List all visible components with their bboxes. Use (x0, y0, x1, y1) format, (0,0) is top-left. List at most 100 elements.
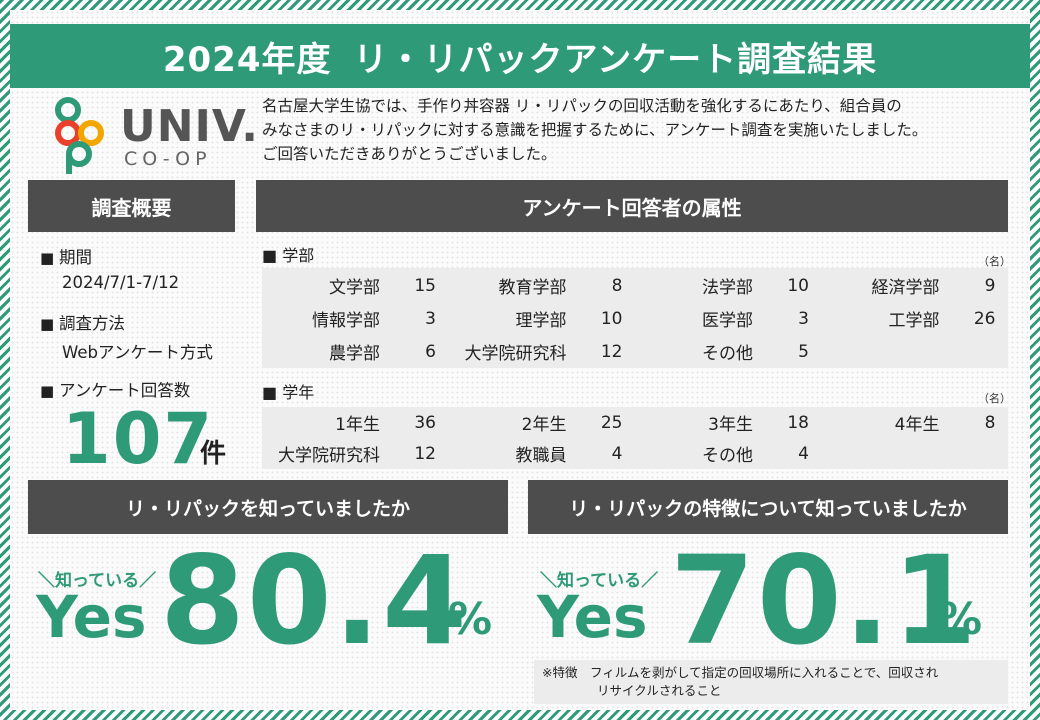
poster-panel: 2024年度 リ・リパックアンケート調査結果 UNIV. CO-OP 名古屋大学… (10, 10, 1030, 710)
category-name: その他 (702, 446, 753, 466)
responses-label: アンケート回答数 (40, 381, 190, 400)
category-name: 法学部 (702, 278, 753, 298)
table-cell: 経済学部 9 (822, 273, 1009, 299)
category-count: 4 (798, 443, 809, 464)
table-row: 農学部 6 大学院研究科 12 その他 5 (262, 334, 1008, 367)
category-name: 3年生 (708, 415, 753, 435)
category-name: 理学部 (515, 311, 567, 331)
grade-unit: （名） (978, 392, 1011, 405)
table-row: 1年生 36 2年生 25 3年生 18 4年生 8 (262, 407, 1008, 438)
faculty-unit: （名） (978, 255, 1011, 268)
category-name: 1年生 (335, 415, 380, 435)
category-count: 4 (611, 443, 623, 464)
category-count: 3 (798, 308, 809, 329)
coop-rings-icon (55, 97, 104, 174)
logo-word: UNIV. (120, 101, 260, 152)
overview-responses: アンケート回答数 (40, 377, 190, 401)
category-name: 文学部 (329, 278, 380, 298)
question2-heading: リ・リパックの特徴について知っていましたか (528, 480, 1008, 534)
q1-yes: Yes (36, 583, 147, 651)
table-cell: 工学部 26 (822, 306, 1009, 332)
grade-table: 1年生 36 2年生 25 3年生 18 4年生 8 大学院研究科 12 教職員 4 その他 4 (262, 407, 1008, 469)
logo-sub: CO-OP (124, 148, 212, 170)
q1-tag: ＼知っている／ (38, 571, 157, 591)
overview-period: 期間 2024/7/1-7/12 (40, 244, 179, 292)
category-count: 25 (600, 412, 623, 433)
category-count: 12 (414, 443, 436, 464)
title-main: リ・リパックアンケート調査結果 (353, 39, 878, 80)
table-row: 大学院研究科 12 教職員 4 その他 4 (262, 438, 1008, 469)
table-cell: 理学部 10 (449, 306, 636, 332)
table-cell: 2年生 25 (449, 410, 636, 436)
table-cell: 文学部 15 (262, 273, 449, 299)
period-value: 2024/7/1-7/12 (62, 273, 180, 292)
category-count: 12 (600, 341, 623, 362)
category-name: 4年生 (894, 415, 940, 435)
attributes-heading: アンケート回答者の属性 (256, 180, 1008, 232)
table-cell: 農学部 6 (262, 339, 449, 365)
category-name: 経済学部 (871, 278, 940, 298)
category-count: 3 (425, 308, 436, 329)
category-count: 18 (787, 412, 809, 433)
category-name: 大学院研究科 (464, 344, 567, 364)
intro-line: みなさまのリ・リパックに対する意識を把握するために、アンケート調査を実施いたしま… (262, 121, 928, 139)
category-count: 9 (984, 275, 996, 296)
category-name: その他 (702, 344, 753, 364)
q2-percent: 70.1 (670, 530, 980, 672)
table-cell: 3年生 18 (635, 410, 822, 436)
category-count: 10 (787, 275, 809, 296)
period-label: 期間 (40, 248, 92, 267)
overview-method: 調査方法 Webアンケート方式 (40, 310, 213, 363)
category-count: 15 (414, 275, 436, 296)
page-title: 2024年度 リ・リパックアンケート調査結果 (10, 24, 1030, 88)
category-count: 26 (973, 308, 996, 329)
q2-percent-sign: % (938, 594, 983, 645)
table-cell: 大学院研究科 12 (449, 339, 636, 365)
overview-heading: 調査概要 (28, 180, 235, 232)
category-count: 8 (611, 275, 623, 296)
grade-label: 学年 (262, 379, 314, 403)
footnote-line: ※特徴 フィルムを剥がして指定の回収場所に入れることで、回収され (542, 665, 939, 680)
category-name: 情報学部 (312, 311, 380, 331)
method-label: 調査方法 (40, 314, 125, 333)
category-name: 教職員 (515, 446, 567, 466)
table-row: 情報学部 3 理学部 10 医学部 3 工学部 26 (262, 301, 1008, 334)
table-cell: 1年生 36 (262, 410, 449, 436)
faculty-table: 文学部 15 教育学部 8 法学部 10 経済学部 9 情報学部 3 理学部 10 医学部 3 工学部 26 農… (262, 268, 1008, 368)
intro-line: ご回答いただきありがとうございました。 (262, 145, 557, 163)
univ-coop-logo: UNIV. CO-OP (46, 88, 258, 178)
question1-heading: リ・リパックを知っていましたか (28, 480, 508, 534)
table-cell: 教育学部 8 (449, 273, 636, 299)
category-name: 医学部 (702, 311, 753, 331)
category-count: 36 (414, 412, 436, 433)
responses-count: 107 (62, 398, 215, 480)
q2-yes: Yes (537, 583, 648, 651)
footnote: ※特徴 フィルムを剥がして指定の回収場所に入れることで、回収され リサイクルされ… (534, 660, 1008, 704)
table-cell: 大学院研究科 12 (262, 441, 449, 467)
table-cell: 4年生 8 (822, 410, 1009, 436)
q2-tag: ＼知っている／ (540, 571, 659, 591)
category-count: 8 (984, 412, 996, 433)
category-count: 10 (600, 308, 623, 329)
table-cell: 教職員 4 (449, 441, 636, 467)
category-name: 工学部 (888, 311, 940, 331)
category-name: 2年生 (521, 415, 567, 435)
category-name: 教育学部 (498, 278, 567, 298)
table-cell: 情報学部 3 (262, 306, 449, 332)
faculty-label: 学部 (262, 242, 314, 266)
table-cell: その他 4 (635, 441, 822, 467)
table-cell: 法学部 10 (635, 273, 822, 299)
table-row: 文学部 15 教育学部 8 法学部 10 経済学部 9 (262, 268, 1008, 301)
category-name: 大学院研究科 (278, 446, 380, 466)
intro-text: 名古屋大学生協では、手作り丼容器 リ・リパックの回収活動を強化するにあたり、組合… (262, 94, 1022, 166)
q1-percent: 80.4 (160, 530, 470, 672)
title-year: 2024年度 (162, 39, 332, 80)
category-count: 5 (798, 341, 809, 362)
method-value: Webアンケート方式 (62, 343, 213, 362)
responses-unit: 件 (200, 439, 227, 469)
category-name: 農学部 (329, 344, 380, 364)
table-cell: その他 5 (635, 339, 822, 365)
footnote-line: リサイクルされること (597, 683, 722, 698)
intro-line: 名古屋大学生協では、手作り丼容器 リ・リパックの回収活動を強化するにあたり、組合… (262, 97, 902, 115)
table-cell: 医学部 3 (635, 306, 822, 332)
